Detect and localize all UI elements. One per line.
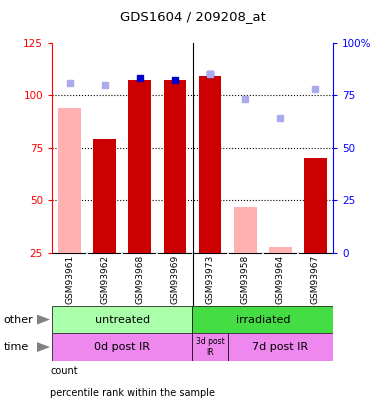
Bar xyxy=(128,81,151,253)
Bar xyxy=(199,76,221,253)
Bar xyxy=(192,333,228,361)
Bar xyxy=(52,333,192,361)
Text: 0d post IR: 0d post IR xyxy=(94,342,150,352)
Bar xyxy=(269,247,292,253)
Text: other: other xyxy=(4,315,33,324)
Bar xyxy=(192,306,333,333)
Text: 7d post IR: 7d post IR xyxy=(252,342,308,352)
Polygon shape xyxy=(37,342,50,352)
Polygon shape xyxy=(37,314,50,325)
Text: count: count xyxy=(50,366,78,376)
Bar xyxy=(58,108,81,253)
Text: 3d post
IR: 3d post IR xyxy=(196,337,224,357)
Text: time: time xyxy=(4,342,29,352)
Bar xyxy=(228,333,333,361)
Bar xyxy=(93,139,116,253)
Bar xyxy=(304,158,327,253)
Text: percentile rank within the sample: percentile rank within the sample xyxy=(50,388,215,398)
Text: GDS1604 / 209208_at: GDS1604 / 209208_at xyxy=(120,10,265,23)
Bar xyxy=(234,207,257,253)
Text: irradiated: irradiated xyxy=(236,315,290,324)
Bar xyxy=(164,81,186,253)
Bar xyxy=(52,306,192,333)
Text: untreated: untreated xyxy=(95,315,150,324)
